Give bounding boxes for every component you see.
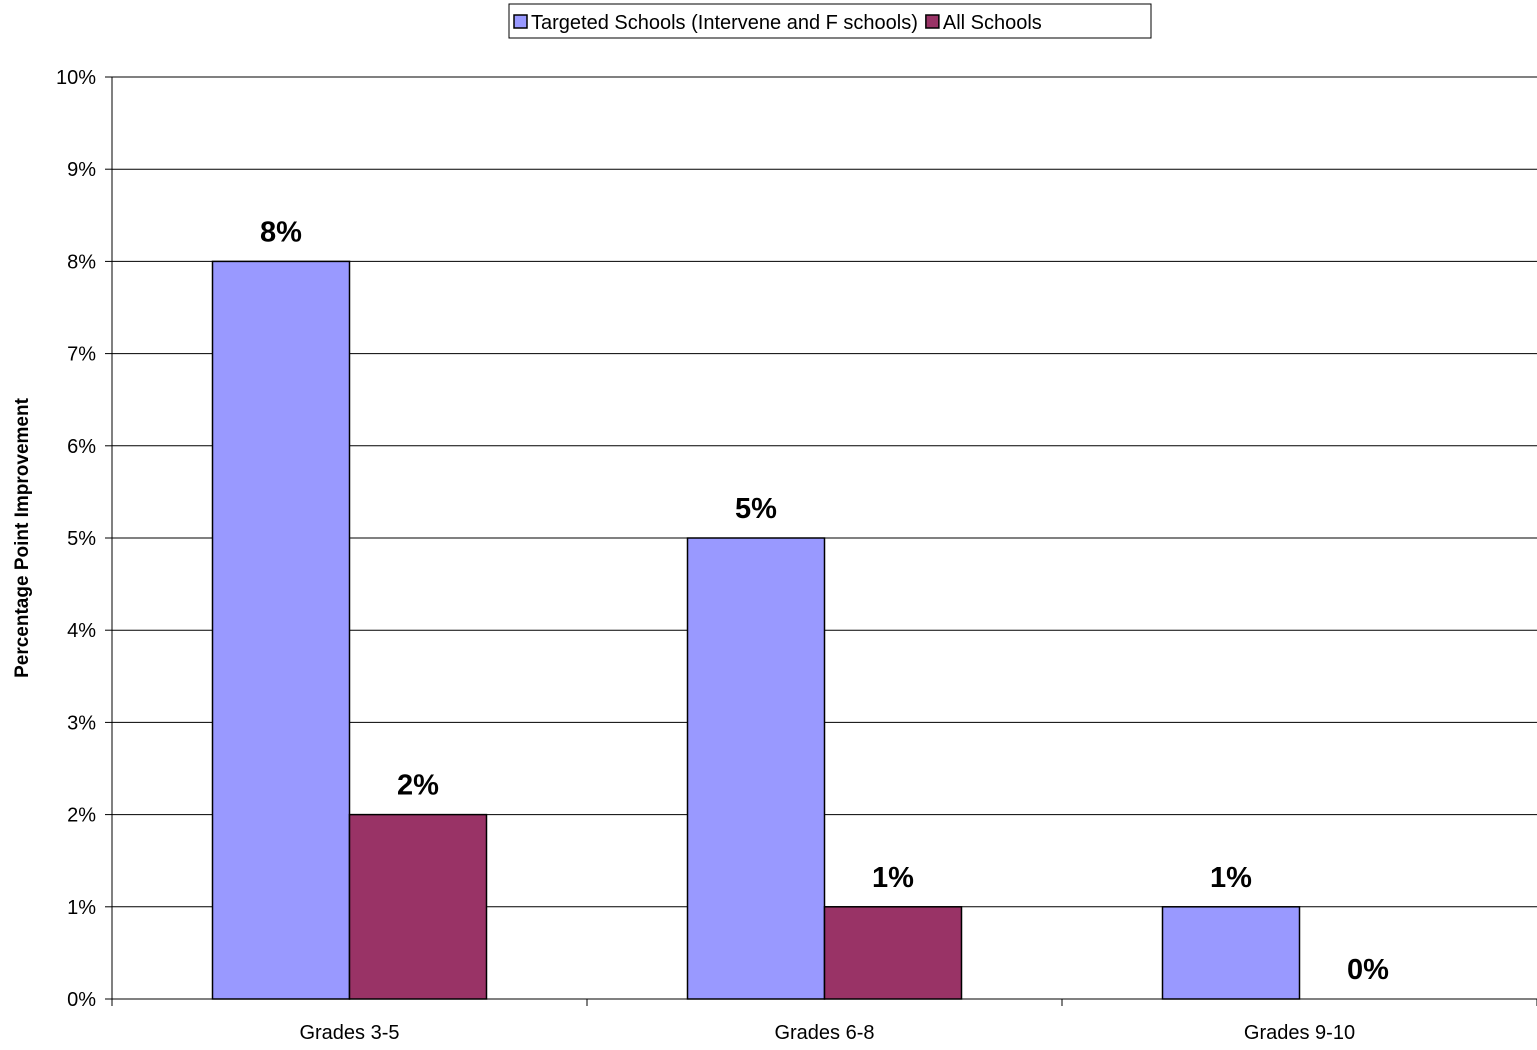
x-tick-label: Grades 9-10 xyxy=(1244,1022,1355,1044)
legend-swatch xyxy=(925,14,940,29)
y-tick-label: 6% xyxy=(67,436,96,458)
y-tick-label: 10% xyxy=(56,67,96,89)
y-tick-label: 3% xyxy=(67,712,96,734)
data-labels: 8% 2% 5% 1% 1% 0% xyxy=(260,216,1389,986)
data-label: 5% xyxy=(735,493,777,525)
bar-targeted-schools xyxy=(211,260,351,1000)
axes: 0% 1% 2% 3% 4% 5% 6% 7% 8% 9% 10% Grades 3-5 Grades … xyxy=(56,67,1537,1044)
bar-targeted-schools xyxy=(1161,906,1301,1000)
legend-box xyxy=(508,3,1152,39)
y-axis-title: Percentage Point Improvement xyxy=(12,397,33,677)
y-tick-label: 1% xyxy=(67,897,96,919)
legend-label: Targeted Schools (Intervene and F school… xyxy=(531,12,918,34)
y-tick-label: 9% xyxy=(67,159,96,181)
y-tick-label: 0% xyxy=(67,989,96,1011)
data-label: 8% xyxy=(260,216,302,248)
bar-all-schools xyxy=(823,906,963,1000)
bar-targeted-schools xyxy=(686,537,826,1000)
legend: Targeted Schools (Intervene and F school… xyxy=(508,3,1152,39)
y-tick-label: 8% xyxy=(67,251,96,273)
y-tick-label: 2% xyxy=(67,805,96,827)
bar-all-schools xyxy=(348,813,488,1000)
data-label: 0% xyxy=(1347,954,1389,986)
y-tick-label: 7% xyxy=(67,344,96,366)
x-tick-label: Grades 3-5 xyxy=(299,1022,399,1044)
y-tick-label: 4% xyxy=(67,620,96,642)
legend-label: All Schools xyxy=(943,12,1042,34)
x-tick-label: Grades 6-8 xyxy=(774,1022,874,1044)
y-tick-label: 5% xyxy=(67,528,96,550)
data-label: 1% xyxy=(1210,862,1252,894)
data-label: 1% xyxy=(872,862,914,894)
data-label: 2% xyxy=(397,770,439,802)
legend-swatch xyxy=(513,14,528,29)
